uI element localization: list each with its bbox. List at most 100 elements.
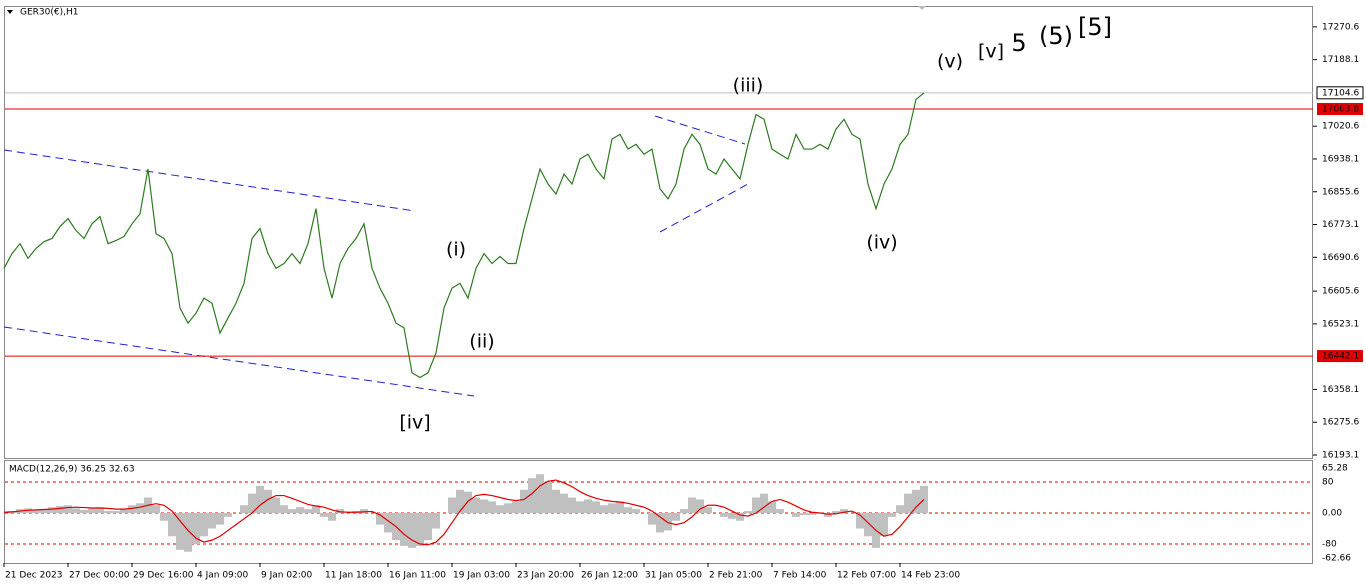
x-tick-label: 23 Jan 20:00 — [517, 571, 574, 581]
x-tick-label: 11 Jan 18:00 — [325, 571, 382, 581]
macd-bar — [472, 497, 480, 514]
macd-bar — [448, 497, 456, 514]
macd-scale-max: 65.28 — [1322, 464, 1348, 474]
macd-bar — [184, 513, 192, 552]
macd-bar — [136, 503, 144, 514]
x-tick-label: 31 Jan 05:00 — [645, 571, 702, 581]
y-tick-label: 17188.1 — [1322, 55, 1359, 65]
macd-bar — [280, 505, 288, 514]
macd-bar — [104, 511, 112, 514]
y-tick-label: 16690.6 — [1322, 253, 1359, 263]
macd-bar — [688, 497, 696, 514]
macd-bar — [192, 513, 200, 545]
macd-bar — [248, 493, 256, 514]
price-level-label: 17063.8 — [1322, 105, 1359, 115]
macd-bar — [360, 509, 368, 514]
x-tick-label: 26 Jan 12:00 — [581, 571, 638, 581]
x-tick-label: 12 Feb 07:00 — [837, 571, 896, 581]
macd-bar — [296, 507, 304, 514]
macd-bar — [512, 501, 520, 514]
triangle-lower — [659, 183, 749, 233]
x-tick-label: 21 Dec 2023 — [5, 571, 63, 581]
macd-bar — [288, 509, 296, 514]
macd-bar — [808, 513, 816, 515]
channel-lower — [3, 326, 475, 397]
macd-bar — [720, 513, 728, 517]
macd-bar — [528, 478, 536, 514]
y-tick-label: -80 — [1322, 540, 1337, 550]
price-level-label: 16442.1 — [1322, 352, 1359, 362]
macd-title: MACD(12,26,9) 36.25 32.63 — [9, 465, 135, 475]
macd-bar — [64, 505, 72, 514]
macd-bar — [912, 489, 920, 514]
macd-bar — [120, 509, 128, 514]
macd-bar — [608, 503, 616, 514]
macd-bar — [656, 513, 664, 533]
macd-bar — [632, 509, 640, 514]
macd-bar — [736, 513, 744, 521]
wave-label: 5 — [1011, 29, 1026, 57]
macd-bar — [152, 505, 160, 514]
signal-line — [3, 479, 925, 546]
macd-bar — [792, 513, 800, 517]
macd-bar — [840, 509, 848, 514]
x-tick-label: 29 Dec 16:00 — [133, 571, 194, 581]
triangle-upper — [654, 115, 746, 145]
macd-bar — [600, 505, 608, 514]
macd-bar — [824, 513, 832, 517]
macd-bar — [272, 497, 280, 514]
macd-bar — [560, 493, 568, 514]
price-level-box — [1317, 350, 1363, 363]
macd-bar — [80, 509, 88, 514]
y-tick-label: 17020.6 — [1322, 122, 1359, 132]
macd-bar — [768, 501, 776, 514]
wave-label: (iv) — [866, 232, 897, 254]
y-tick-label: 16523.1 — [1322, 319, 1359, 329]
macd-bar — [256, 485, 264, 514]
last-price-label: 17104.6 — [1322, 88, 1359, 98]
macd-bar — [384, 513, 392, 533]
macd-bar — [456, 489, 464, 514]
macd-bar — [584, 499, 592, 514]
x-tick-label: 4 Jan 09:00 — [197, 571, 249, 581]
macd-bar — [680, 509, 688, 514]
macd-bar — [752, 497, 760, 514]
macd-bar — [160, 513, 168, 521]
y-tick-label: 16855.6 — [1322, 187, 1359, 197]
macd-bar — [488, 501, 496, 514]
macd-bar — [744, 511, 752, 514]
x-tick-label: 2 Feb 21:00 — [709, 571, 763, 581]
y-tick-label: 80 — [1322, 477, 1334, 487]
macd-bar — [320, 513, 328, 517]
wave-label: [5] — [1078, 13, 1112, 41]
macd-bar — [576, 501, 584, 514]
macd-bar — [48, 507, 56, 514]
shift-marker — [918, 6, 926, 10]
macd-bar — [480, 499, 488, 514]
macd-scale-min: -62.66 — [1322, 554, 1351, 564]
macd-bar — [800, 513, 808, 515]
macd-bar — [904, 493, 912, 514]
macd-bar — [208, 513, 216, 529]
x-tick-label: 9 Jan 02:00 — [261, 571, 313, 581]
wave-label: [iv] — [399, 412, 430, 434]
macd-bar — [672, 513, 680, 521]
x-tick-label: 14 Feb 23:00 — [901, 571, 960, 581]
macd-bar — [176, 513, 184, 550]
macd-bar — [776, 509, 784, 514]
y-tick-label: 16938.1 — [1322, 154, 1359, 164]
wave-label: (i) — [446, 239, 466, 261]
macd-bar — [552, 489, 560, 514]
channel-upper — [3, 149, 416, 212]
macd-bar — [200, 513, 208, 537]
macd-bar — [832, 511, 840, 514]
macd-bar — [696, 499, 704, 514]
macd-bar — [304, 509, 312, 514]
wave-label: (ii) — [469, 331, 494, 353]
macd-bar — [328, 513, 336, 521]
x-tick-label: 7 Feb 14:00 — [773, 571, 827, 581]
y-tick-label: 16773.1 — [1322, 220, 1359, 230]
macd-bar — [224, 513, 232, 517]
x-tick-label: 16 Jan 11:00 — [389, 571, 446, 581]
macd-bar — [264, 489, 272, 514]
